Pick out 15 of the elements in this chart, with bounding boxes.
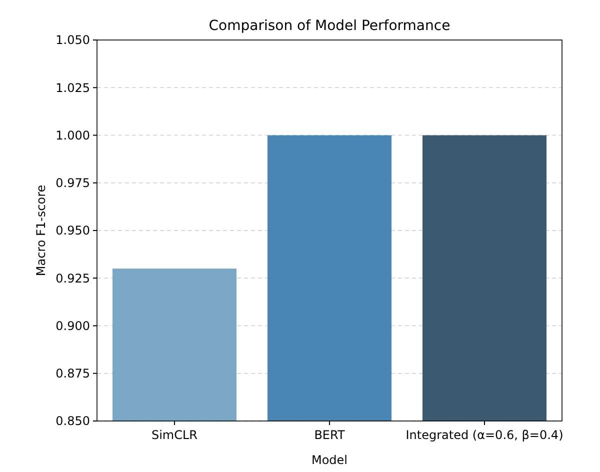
y-tick-label: 1.025 — [56, 80, 90, 95]
y-tick-label: 0.850 — [56, 414, 90, 428]
y-tick-label: 0.925 — [56, 271, 90, 286]
x-axis-title: Model — [311, 453, 348, 467]
chart-title: Comparison of Model Performance — [208, 18, 450, 34]
y-axis-title: Macro F1-score — [34, 184, 48, 276]
y-tick-label: 1.050 — [56, 33, 90, 48]
x-tick-label: BERT — [314, 428, 346, 442]
y-tick-label: 1.000 — [56, 128, 90, 142]
y-tick-label: 0.900 — [56, 318, 90, 333]
y-tick-label: 0.950 — [56, 224, 90, 238]
y-tick-label: 0.875 — [56, 366, 90, 381]
x-tick-label: Integrated (α=0.6, β=0.4) — [406, 428, 564, 442]
y-tick-label: 0.975 — [56, 176, 90, 190]
x-tick-label: SimCLR — [151, 428, 198, 442]
